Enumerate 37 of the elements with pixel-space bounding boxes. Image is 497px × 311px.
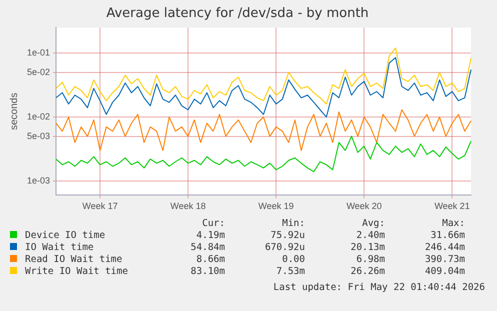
x-tick-label: Week 17 (82, 201, 118, 212)
text: 0.00 (281, 254, 305, 266)
x-tick-label: Week 18 (170, 201, 206, 212)
text: Cur: (201, 218, 225, 230)
legend-label: Device IO time (24, 230, 106, 242)
text: Min: (281, 218, 305, 230)
chart-title: Average latency for /dev/sda - by month (106, 6, 369, 22)
y-tick-label: 1e-01 (26, 48, 50, 58)
text: 246.44m (424, 242, 465, 254)
text: 7.53m (275, 266, 305, 278)
x-tick-label: Week 20 (346, 201, 382, 212)
y-tick-label: 1e-02 (26, 112, 50, 122)
text: 409.04m (424, 266, 465, 278)
legend-label: Read IO Wait time (24, 254, 124, 266)
text: 8.66m (195, 254, 225, 266)
text: 54.84m (190, 242, 225, 254)
y-tick-label: 5e-03 (26, 130, 50, 141)
y-axis-title: seconds (8, 92, 20, 130)
text: 20.13m (350, 242, 385, 254)
legend-label: Write IO Wait time (24, 266, 129, 278)
y-tick-label: 1e-03 (26, 175, 50, 186)
legend-label: IO Wait time (24, 242, 95, 254)
text: 2.40m (355, 230, 385, 242)
text: Avg: (361, 218, 385, 230)
text: 670.92u (264, 242, 305, 254)
text: 75.92u (270, 230, 305, 242)
x-tick-label: Week 21 (434, 201, 470, 212)
text: 4.19m (195, 230, 225, 242)
x-tick-label: Week 19 (258, 201, 294, 212)
text: 31.66m (430, 230, 465, 242)
text: 83.10m (190, 266, 225, 278)
y-tick-label: 5e-02 (26, 66, 50, 77)
text: 26.26m (350, 266, 385, 278)
text: 390.73m (424, 254, 465, 266)
text: Last update: Fri May 22 01:40:44 2026 (273, 282, 485, 293)
text: Max: (441, 218, 465, 230)
text: 6.98m (355, 254, 385, 266)
